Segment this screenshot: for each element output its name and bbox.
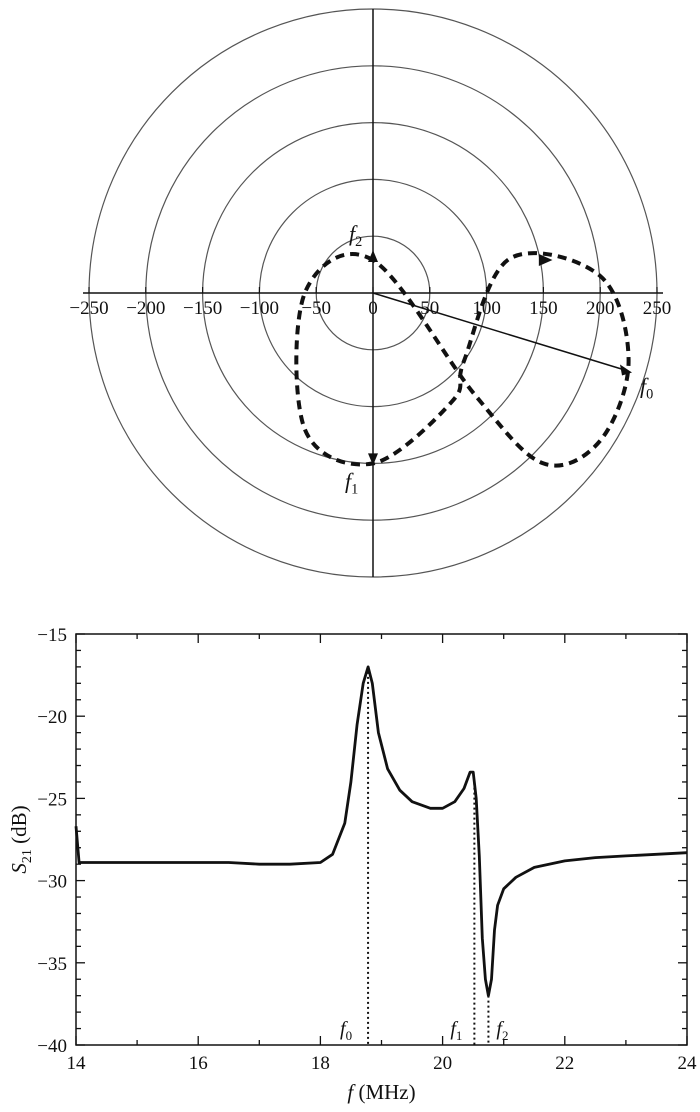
x-tick-label: 22 — [555, 1053, 574, 1074]
x-tick-label: 16 — [189, 1053, 208, 1074]
axis-ticks: 14 16 18 20 22 24 −15 −20 −25 −30 −35 −40 — [37, 625, 697, 1074]
f0-arrowhead — [620, 364, 633, 376]
x-tick-label: 24 — [678, 1053, 698, 1074]
polar-chart: −250 −200 −150 −100 −50 0 50 100 150 200 250 f2f1f… — [69, 8, 671, 578]
x-tick-label: 20 — [433, 1053, 452, 1074]
polar-tick-label: 0 — [368, 298, 378, 319]
polar-tick-label: −250 — [69, 298, 108, 319]
axis-labels: f (MHz) S21 (dB) — [7, 805, 416, 1104]
polar-tick-label: −200 — [126, 298, 165, 319]
f1-label: f1 — [345, 468, 358, 497]
x-tick-label: 18 — [311, 1053, 330, 1074]
marker-label-1: f1 — [450, 1018, 462, 1043]
polar-tick-label: −100 — [240, 298, 279, 319]
plot-frame — [75, 633, 688, 1046]
f2-label: f2 — [349, 221, 362, 250]
y-tick-label: −15 — [37, 625, 67, 646]
polar-tick-label: 200 — [586, 298, 615, 319]
y-tick-label: −40 — [37, 1036, 67, 1057]
s21-series — [74, 665, 688, 998]
f0-vector — [372, 292, 629, 372]
marker-label-0: f0 — [340, 1018, 352, 1043]
polar-dashed-trace — [294, 251, 631, 468]
direction-arrowhead — [538, 254, 553, 267]
y-tick-label: −35 — [37, 954, 67, 975]
x-axis-label: f (MHz) — [347, 1080, 415, 1104]
f2-arrowhead — [368, 250, 378, 263]
frequency-marker-lines: f0 f1 f2 — [340, 666, 508, 1045]
f1-arrowhead — [368, 453, 378, 466]
polar-tick-label: 50 — [420, 298, 439, 319]
polar-markers: f2 f1 f0 — [345, 221, 653, 497]
polar-tick-label: 250 — [643, 298, 672, 319]
f0-label: f0 — [640, 374, 653, 403]
polar-trace — [294, 251, 631, 468]
plot-border — [75, 633, 688, 1046]
polar-tick-labels: −250 −200 −150 −100 −50 0 50 100 150 200 250 — [69, 287, 671, 319]
s21-curve — [74, 665, 688, 998]
y-axis-label: S21 (dB) — [7, 805, 35, 873]
polar-tick-label: 150 — [529, 298, 558, 319]
marker-label-2: f2 — [496, 1018, 508, 1043]
polar-tick-label: −50 — [301, 298, 331, 319]
y-tick-label: −20 — [37, 707, 67, 728]
y-tick-label: −25 — [37, 789, 67, 810]
y-tick-label: −30 — [37, 872, 67, 893]
x-tick-label: 14 — [67, 1053, 87, 1074]
polar-tick-label: −150 — [183, 298, 222, 319]
